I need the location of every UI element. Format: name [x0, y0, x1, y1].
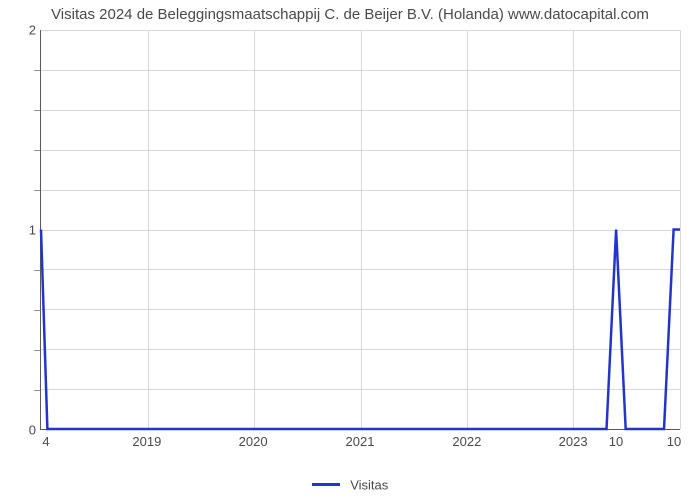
legend-swatch	[312, 483, 340, 486]
x-tick-2021: 2021	[346, 434, 375, 449]
y-tick-1: 1	[18, 223, 36, 238]
grid-v	[680, 30, 681, 429]
y-tick-2: 2	[18, 23, 36, 38]
y-tick-0: 0	[18, 423, 36, 438]
plot-area	[40, 30, 680, 430]
chart-container: Visitas 2024 de Beleggingsmaatschappij C…	[0, 0, 700, 500]
legend-label: Visitas	[350, 477, 388, 492]
x-tick-2019: 2019	[132, 434, 161, 449]
x-tick-2023: 2023	[559, 434, 588, 449]
line-series	[41, 30, 680, 429]
x-sub-0: 4	[42, 434, 49, 449]
x-tick-2020: 2020	[239, 434, 268, 449]
x-tick-2022: 2022	[452, 434, 481, 449]
legend: Visitas	[0, 476, 700, 494]
x-sub-2: 10	[667, 434, 681, 449]
chart-title: Visitas 2024 de Beleggingsmaatschappij C…	[0, 6, 700, 23]
x-sub-1: 10	[609, 434, 623, 449]
